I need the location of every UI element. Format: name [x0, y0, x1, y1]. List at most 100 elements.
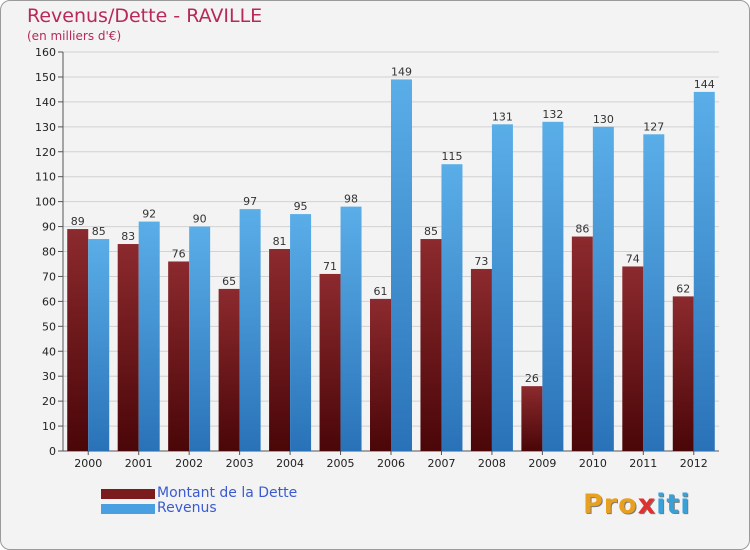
- bar-revenus: [643, 134, 665, 451]
- bar-dette: [269, 249, 291, 451]
- bar-revenus: [239, 209, 261, 451]
- bar-dette: [319, 273, 341, 451]
- data-label-dette: 62: [676, 282, 690, 295]
- axes: 0 10 20 30 40 50 60 70 80 90 100 110 120 130 140 150 160…: [35, 46, 719, 470]
- y-tick-label: 40: [42, 345, 56, 358]
- y-tick-label: 90: [42, 221, 56, 234]
- data-label-revenus: 98: [344, 193, 358, 206]
- y-tick-label: 140: [35, 96, 56, 109]
- bar-revenus: [542, 121, 564, 451]
- data-label-dette: 73: [474, 255, 488, 268]
- bar-revenus: [592, 126, 614, 451]
- data-label-dette: 81: [273, 235, 287, 248]
- x-tick-label: 2000: [74, 457, 102, 470]
- logo-letter: P: [583, 489, 604, 520]
- data-label-dette: 76: [172, 247, 186, 260]
- bar-dette: [571, 236, 593, 451]
- chart-title: Revenus/Dette - RAVILLE: [27, 5, 263, 27]
- data-label-dette: 61: [374, 285, 388, 298]
- y-tick-label: 50: [42, 320, 56, 333]
- data-label-revenus: 115: [441, 150, 462, 163]
- y-tick-label: 30: [42, 370, 56, 383]
- x-tick-label: 2005: [327, 457, 355, 470]
- data-label-dette: 26: [525, 372, 539, 385]
- bars: [67, 79, 715, 452]
- bar-revenus: [441, 164, 463, 451]
- bar-dette: [370, 298, 391, 451]
- data-label-revenus: 149: [391, 65, 412, 78]
- logo-letter: x: [637, 489, 657, 520]
- y-tick-label: 160: [35, 46, 56, 59]
- bar-revenus: [391, 79, 412, 452]
- legend-label-revenus: Revenus: [157, 500, 217, 516]
- chart-subtitle: (en milliers d'€): [27, 29, 122, 43]
- data-label-dette: 85: [424, 225, 438, 238]
- x-tick-label: 2001: [125, 457, 153, 470]
- x-tick-label: 2012: [680, 457, 708, 470]
- data-label-revenus: 127: [643, 120, 664, 133]
- bar-revenus: [290, 214, 312, 451]
- bar-dette: [622, 266, 644, 451]
- x-tick-label: 2002: [175, 457, 203, 470]
- y-tick-label: 130: [35, 121, 56, 134]
- logo-letter: o: [618, 489, 638, 520]
- y-tick-label: 80: [42, 246, 56, 259]
- data-label-dette: 65: [222, 275, 236, 288]
- bar-dette: [117, 244, 139, 451]
- y-tick-label: 100: [35, 196, 56, 209]
- bar-dette: [420, 239, 442, 451]
- bar-revenus: [693, 91, 715, 452]
- bar-dette: [521, 386, 543, 451]
- legend-swatch-revenus: [101, 504, 155, 514]
- data-label-revenus: 131: [492, 110, 513, 123]
- x-tick-label: 2006: [377, 457, 405, 470]
- data-label-revenus: 132: [542, 108, 563, 121]
- x-tick-label: 2004: [276, 457, 304, 470]
- y-tick-label: 10: [42, 420, 56, 433]
- y-tick-label: 20: [42, 395, 56, 408]
- data-label-dette: 83: [121, 230, 135, 243]
- bar-revenus: [138, 221, 160, 451]
- x-tick-label: 2007: [427, 457, 455, 470]
- logo-letter: i: [680, 489, 691, 520]
- bar-dette: [218, 288, 240, 451]
- logo-letter: i: [656, 489, 667, 520]
- legend-label-dette: Montant de la Dette: [157, 485, 298, 501]
- proxiti-logo: Proxiti: [583, 489, 691, 520]
- bar-dette: [470, 268, 492, 451]
- x-tick-label: 2003: [226, 457, 254, 470]
- data-label-revenus: 90: [193, 213, 207, 226]
- data-label-revenus: 130: [593, 113, 614, 126]
- data-label-revenus: 95: [294, 200, 308, 213]
- data-label-revenus: 97: [243, 195, 257, 208]
- data-label-dette: 86: [575, 223, 589, 236]
- data-label-revenus: 144: [694, 78, 715, 91]
- x-tick-label: 2008: [478, 457, 506, 470]
- y-tick-label: 120: [35, 146, 56, 159]
- bar-dette: [67, 229, 89, 451]
- y-tick-label: 60: [42, 295, 56, 308]
- y-tick-label: 70: [42, 270, 56, 283]
- bar-dette: [168, 261, 190, 451]
- bar-dette: [672, 296, 694, 451]
- data-label-dette: 74: [626, 252, 640, 265]
- legend-swatch-dette: [101, 489, 155, 499]
- y-tick-label: 110: [35, 171, 56, 184]
- y-tick-label: 150: [35, 71, 56, 84]
- data-label-revenus: 85: [92, 225, 106, 238]
- x-tick-label: 2009: [528, 457, 556, 470]
- data-label-dette: 89: [71, 215, 85, 228]
- x-tick-label: 2010: [579, 457, 607, 470]
- logo-letter: r: [603, 489, 619, 520]
- data-label-dette: 71: [323, 260, 337, 273]
- x-tick-label: 2011: [629, 457, 657, 470]
- y-tick-label: 0: [49, 445, 56, 458]
- bar-revenus: [88, 239, 110, 451]
- bar-revenus: [189, 226, 211, 451]
- bar-revenus: [340, 206, 362, 451]
- data-label-revenus: 92: [142, 208, 156, 221]
- data-labels: 89 85 83 92 76 90 65 97 81 95 71 98 61 149 85 115 73 131 2…: [71, 65, 715, 385]
- logo-letter: t: [666, 489, 681, 520]
